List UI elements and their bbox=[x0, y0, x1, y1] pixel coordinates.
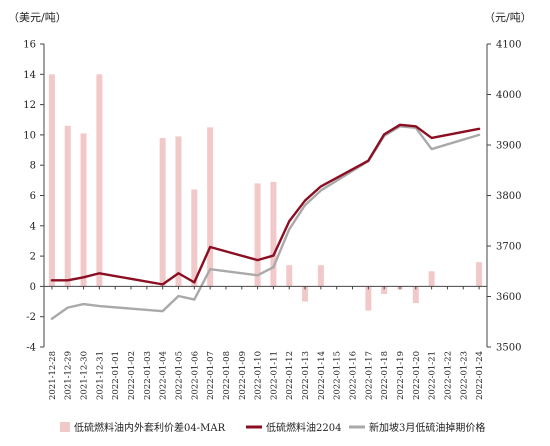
bar-2022-01-13 bbox=[302, 286, 309, 302]
line-series-fuel-oil-2204 bbox=[50, 123, 481, 286]
bar-2022-01-05 bbox=[175, 136, 182, 287]
bar-2021-12-28 bbox=[48, 74, 55, 287]
x-tick-label: 2022-01-07 bbox=[206, 351, 216, 400]
bar-2022-01-06 bbox=[191, 189, 198, 287]
x-tick-label: 2022-01-16 bbox=[349, 351, 359, 400]
bar-2021-12-30 bbox=[80, 133, 87, 287]
x-tick-label: 2022-01-10 bbox=[254, 351, 264, 400]
line-series-group bbox=[50, 123, 481, 320]
bar-2021-12-31 bbox=[96, 74, 103, 287]
x-tick-label: 2021-12-28 bbox=[48, 351, 58, 400]
line-series-swap-price bbox=[50, 125, 481, 320]
x-tick-label: 2022-01-20 bbox=[412, 351, 422, 400]
x-tick-label: 2022-01-08 bbox=[222, 351, 232, 400]
y-left-tick-label: 14 bbox=[23, 70, 36, 81]
y-right-tick-label: 4100 bbox=[496, 40, 521, 51]
x-tick-label: 2022-01-12 bbox=[285, 351, 295, 400]
y-left-unit-label: （美元/吨） bbox=[8, 11, 67, 24]
bar-2022-01-07 bbox=[207, 127, 214, 287]
x-tick-label: 2022-01-02 bbox=[127, 351, 137, 400]
x-tick-label: 2021-12-31 bbox=[95, 351, 105, 400]
legend-label: 低硫燃料油2204 bbox=[266, 421, 341, 434]
y-left-tick-label: 8 bbox=[30, 161, 36, 172]
legend-swatch bbox=[60, 422, 70, 432]
bar-2022-01-04 bbox=[159, 137, 166, 287]
x-tick-label: 2022-01-18 bbox=[380, 351, 390, 400]
x-tick-label: 2022-01-09 bbox=[238, 351, 248, 400]
axes-group: -4 -2 0 2 4 6 8 10 12 14 16 3500 3600 3700 3800 3900 400… bbox=[8, 11, 532, 400]
legend-bar-spread: 低硫燃料油内外套利价差04-MAR bbox=[60, 421, 226, 434]
x-tick-label: 2021-12-30 bbox=[80, 351, 90, 400]
y-left-tick-label: 2 bbox=[30, 252, 36, 263]
legend-fuel-oil-2204: 低硫燃料油2204 bbox=[246, 421, 341, 434]
y-right-tick-label: 3600 bbox=[496, 292, 521, 303]
y-left-tick-label: 4 bbox=[30, 221, 36, 232]
x-tick-label: 2022-01-19 bbox=[396, 351, 406, 400]
y-right-tick-label: 3700 bbox=[496, 242, 521, 253]
bar-2022-01-14 bbox=[317, 265, 324, 287]
bar-2022-01-24 bbox=[476, 262, 483, 287]
legend-label: 新加坡3月低硫油掉期价格 bbox=[369, 421, 485, 434]
legend-swap-price: 新加坡3月低硫油掉期价格 bbox=[349, 421, 485, 434]
bar-2022-01-12 bbox=[286, 265, 293, 287]
x-tick-label: 2021-12-29 bbox=[64, 351, 74, 400]
bar-2022-01-11 bbox=[270, 181, 277, 287]
y-left-tick-label: 12 bbox=[23, 100, 36, 111]
y-right-unit-label: （元/吨） bbox=[484, 11, 532, 24]
bar-2022-01-10 bbox=[254, 183, 261, 287]
bar-2022-01-18 bbox=[381, 286, 388, 294]
y-left-tick-label: -4 bbox=[26, 343, 36, 354]
x-tick-label: 2022-01-21 bbox=[428, 351, 438, 400]
y-left-tick-label: 6 bbox=[30, 191, 36, 202]
x-tick-label: 2022-01-17 bbox=[364, 351, 374, 400]
y-left-tick-label: -2 bbox=[26, 312, 36, 323]
x-tick-label: 2022-01-01 bbox=[111, 351, 121, 400]
x-tick-label: 2022-01-04 bbox=[159, 351, 169, 400]
y-left-tick-label: 0 bbox=[30, 282, 36, 293]
y-left-tick-label: 16 bbox=[23, 40, 36, 51]
x-tick-label: 2022-01-22 bbox=[443, 351, 453, 400]
x-tick-label: 2022-01-24 bbox=[475, 351, 485, 400]
legend: 低硫燃料油内外套利价差04-MAR 低硫燃料油2204 新加坡3月低硫油掉期价格 bbox=[60, 421, 485, 434]
x-tick-label: 2022-01-15 bbox=[333, 351, 343, 400]
y-right-tick-label: 3900 bbox=[496, 141, 521, 152]
bar-2021-12-29 bbox=[64, 125, 71, 287]
x-tick-label: 2022-01-13 bbox=[301, 351, 311, 400]
y-right-tick-label: 3500 bbox=[496, 343, 521, 354]
y-right-tick-label: 4000 bbox=[496, 90, 521, 101]
y-left-tick-label: 10 bbox=[23, 130, 36, 141]
bar-2022-01-20 bbox=[412, 286, 419, 304]
x-tick-label: 2022-01-03 bbox=[143, 351, 153, 400]
x-tick-label: 2022-01-11 bbox=[269, 351, 279, 400]
y-right-tick-label: 3800 bbox=[496, 191, 521, 202]
x-tick-label: 2022-01-05 bbox=[174, 351, 184, 400]
x-tick-label: 2022-01-14 bbox=[317, 351, 327, 400]
x-tick-label: 2022-01-23 bbox=[459, 351, 469, 400]
legend-label: 低硫燃料油内外套利价差04-MAR bbox=[74, 421, 226, 434]
bar-2022-01-17 bbox=[365, 286, 372, 311]
bar-2022-01-21 bbox=[428, 271, 435, 287]
x-tick-label: 2022-01-06 bbox=[190, 351, 200, 400]
